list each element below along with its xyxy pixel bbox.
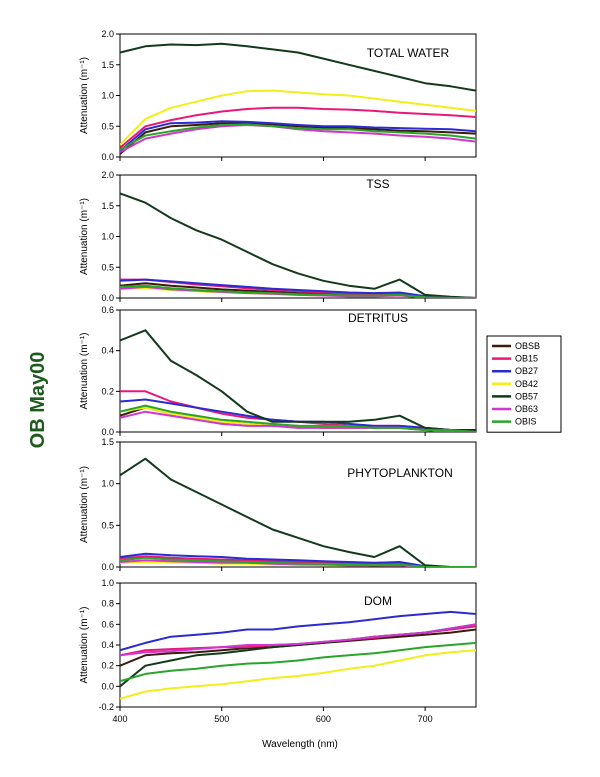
y-axis-label: Attenuation (m⁻¹) xyxy=(79,607,90,684)
y-tick-label: 1.0 xyxy=(101,578,114,588)
series-line-ob57 xyxy=(120,329,476,431)
series-line-ob42 xyxy=(120,89,476,146)
y-tick-label: -0.2 xyxy=(98,702,114,712)
y-axis-label: Attenuation (m⁻¹) xyxy=(79,57,90,134)
x-tick-label: 600 xyxy=(316,714,331,724)
legend-label: OB15 xyxy=(515,354,538,364)
plot-frame xyxy=(119,174,477,299)
panels-layer: 0.0 0.5 1.0 1.5 2.0 Attenuation (m⁻¹) TOTAL WA… xyxy=(79,29,477,724)
y-tick-label: 0.0 xyxy=(101,681,114,691)
panel-title: DOM xyxy=(364,594,392,608)
x-axis-label: Wavelength (nm) xyxy=(262,739,338,750)
series-line-obis xyxy=(120,641,476,683)
y-tick-label: 0.0 xyxy=(101,562,114,572)
series-line-ob27 xyxy=(120,278,476,298)
y-tick-label: 0.6 xyxy=(101,619,114,629)
panel-title: TOTAL WATER xyxy=(367,46,450,60)
plot-frame xyxy=(119,441,477,568)
y-tick-label: 0.4 xyxy=(101,640,114,650)
x-tick-label: 500 xyxy=(214,714,229,724)
y-tick-label: 0.5 xyxy=(101,121,114,131)
panel-title: PHYTOPLANKTON xyxy=(347,466,453,480)
series-line-obis xyxy=(120,284,476,298)
plot-frame xyxy=(119,309,477,433)
y-tick-label: 0.5 xyxy=(101,262,114,272)
y-tick-label: 1.5 xyxy=(101,201,114,211)
y-tick-label: 1.5 xyxy=(101,437,114,447)
x-tick-label: 700 xyxy=(418,714,433,724)
legend-label: OB57 xyxy=(515,391,538,401)
panel-5: -0.2 0.0 0.2 0.4 0.6 0.8 1.0 400 500 600 700 Attenu… xyxy=(79,578,477,724)
y-axis-label: Attenuation (m⁻¹) xyxy=(79,198,90,275)
panel-title: DETRITUS xyxy=(348,311,408,325)
y-tick-label: 0.2 xyxy=(101,661,114,671)
legend-label: OB63 xyxy=(515,404,538,414)
series-line-ob27 xyxy=(120,552,476,567)
y-tick-label: 2.0 xyxy=(101,170,114,180)
series-line-ob15 xyxy=(120,106,476,149)
series-line-ob63 xyxy=(120,623,476,657)
y-tick-label: 2.0 xyxy=(101,29,114,39)
panel-1: 0.0 0.5 1.0 1.5 2.0 Attenuation (m⁻¹) TOTAL WA… xyxy=(79,29,477,162)
legend-label: OB27 xyxy=(515,366,538,376)
series-line-obis xyxy=(120,556,476,567)
series-line-obis xyxy=(120,123,476,151)
panel-3: 0.0 0.2 0.4 0.6 Attenuation (m⁻¹) DETRITUS xyxy=(79,305,477,437)
series-line-ob27 xyxy=(120,120,476,152)
series-line-obsb xyxy=(120,122,476,155)
panel-title: TSS xyxy=(366,177,389,191)
y-tick-label: 1.0 xyxy=(101,232,114,242)
legend: OBSB OB15 OB27 OB42 OB57 OB63 OBIS xyxy=(486,335,562,433)
y-axis-label: Attenuation (m⁻¹) xyxy=(79,466,90,543)
legend-label: OBIS xyxy=(515,417,537,427)
y-tick-label: 0.0 xyxy=(101,152,114,162)
series-line-obis xyxy=(120,404,476,432)
panel-2: 0.0 0.5 1.0 1.5 2.0 Attenuation (m⁻¹) TSS xyxy=(79,170,477,303)
y-tick-label: 1.0 xyxy=(101,91,114,101)
y-tick-label: 0.8 xyxy=(101,599,114,609)
panel-4: 0.0 0.5 1.0 1.5 Attenuation (m⁻¹) PHYTOPLANKT… xyxy=(79,437,477,572)
series-line-ob57 xyxy=(120,457,476,567)
y-tick-label: 0.0 xyxy=(101,427,114,437)
series-line-ob27 xyxy=(120,610,476,652)
y-tick-label: 0.2 xyxy=(101,386,114,396)
series-line-ob42 xyxy=(120,649,476,700)
series-line-ob63 xyxy=(120,124,476,153)
legend-label: OBSB xyxy=(515,341,540,351)
series-line-ob57 xyxy=(120,192,476,298)
y-tick-label: 0.5 xyxy=(101,520,114,530)
y-tick-label: 0.6 xyxy=(101,305,114,315)
x-tick-label: 400 xyxy=(112,714,127,724)
legend-label: OB42 xyxy=(515,379,538,389)
y-tick-label: 0.4 xyxy=(101,346,114,356)
y-axis-label: Attenuation (m⁻¹) xyxy=(79,333,90,410)
series-line-ob57 xyxy=(120,42,476,92)
y-tick-label: 0.0 xyxy=(101,293,114,303)
figure-title: OB May00 xyxy=(27,352,49,449)
y-tick-label: 1.0 xyxy=(101,479,114,489)
y-tick-label: 1.5 xyxy=(101,60,114,70)
